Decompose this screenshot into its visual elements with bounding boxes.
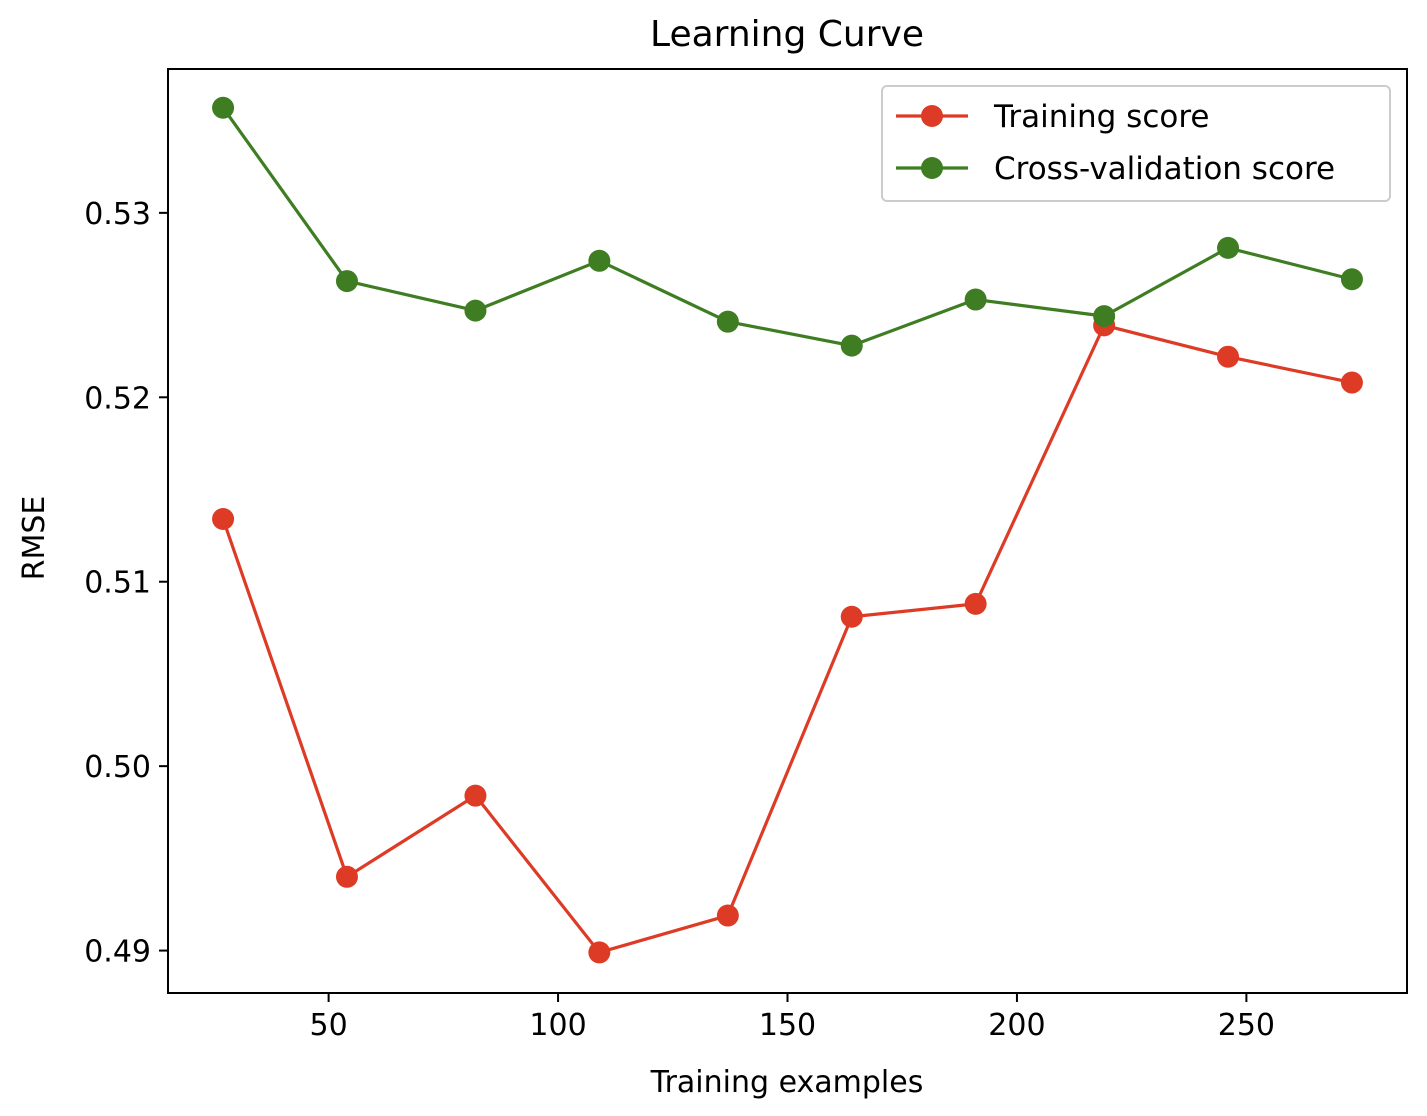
data-point bbox=[1093, 305, 1116, 328]
y-tick-label: 0.51 bbox=[84, 566, 151, 601]
series-training bbox=[212, 314, 1363, 964]
series-cross-validation bbox=[212, 96, 1363, 357]
y-tick-label: 0.49 bbox=[84, 935, 151, 970]
series-line bbox=[221, 106, 1354, 348]
data-point bbox=[464, 299, 487, 322]
y-tick-label: 0.50 bbox=[84, 750, 151, 785]
y-tick-label: 0.53 bbox=[84, 197, 151, 232]
data-point bbox=[464, 784, 487, 807]
legend-label: Training score bbox=[993, 99, 1209, 135]
data-point bbox=[840, 605, 863, 628]
x-tick-label: 50 bbox=[310, 1008, 348, 1043]
data-point bbox=[1340, 371, 1363, 394]
data-point bbox=[716, 310, 739, 333]
legend-label: Cross-validation score bbox=[994, 151, 1335, 187]
data-point bbox=[1217, 345, 1240, 368]
x-tick-label: 250 bbox=[1218, 1008, 1275, 1043]
legend: Training score Cross-validation score bbox=[881, 85, 1391, 202]
data-point bbox=[588, 941, 611, 964]
y-axis: 0.49 0.50 0.51 0.52 0.53 bbox=[84, 197, 168, 970]
series-line bbox=[221, 323, 1354, 955]
x-axis-label: Training examples bbox=[650, 1065, 924, 1100]
legend-box bbox=[881, 85, 1391, 202]
x-tick-label: 200 bbox=[988, 1008, 1045, 1043]
data-point bbox=[335, 865, 358, 888]
data-point bbox=[840, 334, 863, 357]
data-point bbox=[964, 288, 987, 311]
chart-title: Learning Curve bbox=[650, 14, 924, 55]
legend-entry: Training score bbox=[896, 99, 1209, 135]
data-point bbox=[212, 96, 235, 119]
data-point bbox=[1340, 268, 1363, 291]
x-tick-label: 150 bbox=[759, 1008, 816, 1043]
data-point bbox=[588, 249, 611, 272]
y-axis-label: RMSE bbox=[17, 496, 52, 581]
data-point bbox=[335, 270, 358, 293]
data-point bbox=[964, 592, 987, 615]
data-point bbox=[212, 508, 235, 531]
x-tick-label: 100 bbox=[529, 1008, 586, 1043]
data-point bbox=[1217, 236, 1240, 259]
data-point bbox=[716, 904, 739, 927]
legend-entry: Cross-validation score bbox=[896, 151, 1335, 187]
x-axis: 50 100 150 200 250 bbox=[310, 993, 1275, 1043]
legend-marker bbox=[921, 157, 943, 179]
y-tick-label: 0.52 bbox=[84, 381, 151, 416]
series-layer bbox=[212, 96, 1363, 964]
legend-marker bbox=[921, 105, 943, 127]
